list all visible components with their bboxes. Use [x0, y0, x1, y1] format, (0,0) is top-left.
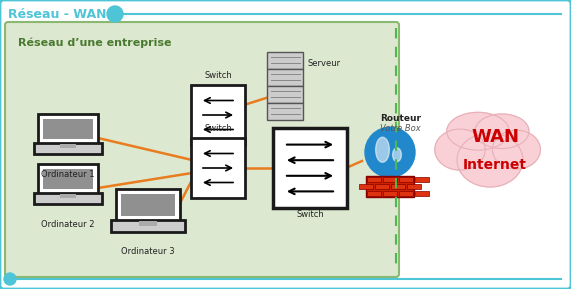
- FancyBboxPatch shape: [60, 194, 76, 198]
- Text: Switch: Switch: [204, 71, 232, 80]
- FancyBboxPatch shape: [38, 164, 98, 194]
- FancyBboxPatch shape: [273, 128, 347, 208]
- FancyBboxPatch shape: [399, 191, 413, 196]
- FancyBboxPatch shape: [391, 184, 405, 189]
- FancyBboxPatch shape: [116, 189, 180, 221]
- Text: Ordinateur 3: Ordinateur 3: [121, 247, 175, 256]
- Text: Routeur: Routeur: [380, 114, 421, 123]
- FancyBboxPatch shape: [34, 192, 102, 204]
- FancyBboxPatch shape: [139, 221, 156, 225]
- FancyBboxPatch shape: [375, 184, 389, 189]
- FancyBboxPatch shape: [111, 220, 184, 232]
- FancyBboxPatch shape: [43, 119, 93, 139]
- FancyBboxPatch shape: [399, 177, 413, 182]
- Text: Ordinateur 2: Ordinateur 2: [41, 220, 95, 229]
- FancyBboxPatch shape: [5, 22, 399, 277]
- FancyBboxPatch shape: [383, 191, 397, 196]
- FancyBboxPatch shape: [43, 169, 93, 189]
- Ellipse shape: [457, 133, 523, 187]
- FancyBboxPatch shape: [366, 176, 414, 197]
- Text: Réseau - WAN: Réseau - WAN: [8, 8, 107, 21]
- Text: Switch: Switch: [296, 210, 324, 219]
- Text: Votre Box: Votre Box: [380, 124, 421, 133]
- Circle shape: [365, 127, 415, 177]
- Text: WAN: WAN: [471, 128, 519, 146]
- Text: Réseau d’une entreprise: Réseau d’une entreprise: [18, 38, 171, 49]
- FancyBboxPatch shape: [407, 184, 421, 189]
- FancyBboxPatch shape: [267, 51, 303, 68]
- FancyBboxPatch shape: [121, 194, 175, 216]
- Ellipse shape: [376, 137, 389, 162]
- FancyBboxPatch shape: [415, 177, 429, 182]
- FancyBboxPatch shape: [359, 184, 373, 189]
- Circle shape: [107, 6, 123, 22]
- FancyBboxPatch shape: [383, 177, 397, 182]
- Text: Ordinateur 1: Ordinateur 1: [41, 170, 95, 179]
- Text: Serveur: Serveur: [307, 58, 340, 68]
- Circle shape: [4, 273, 16, 285]
- FancyBboxPatch shape: [415, 191, 429, 196]
- FancyBboxPatch shape: [191, 85, 245, 145]
- FancyBboxPatch shape: [38, 114, 98, 144]
- Text: Switch: Switch: [204, 124, 232, 133]
- FancyBboxPatch shape: [367, 177, 381, 182]
- Ellipse shape: [393, 148, 401, 162]
- Ellipse shape: [435, 129, 485, 170]
- FancyBboxPatch shape: [60, 144, 76, 148]
- FancyBboxPatch shape: [267, 103, 303, 119]
- Text: Internet: Internet: [463, 158, 527, 172]
- Ellipse shape: [475, 114, 529, 149]
- FancyBboxPatch shape: [34, 142, 102, 154]
- FancyBboxPatch shape: [267, 68, 303, 86]
- FancyBboxPatch shape: [267, 86, 303, 103]
- Ellipse shape: [447, 112, 509, 150]
- FancyBboxPatch shape: [191, 138, 245, 198]
- FancyBboxPatch shape: [367, 191, 381, 196]
- Ellipse shape: [492, 130, 540, 169]
